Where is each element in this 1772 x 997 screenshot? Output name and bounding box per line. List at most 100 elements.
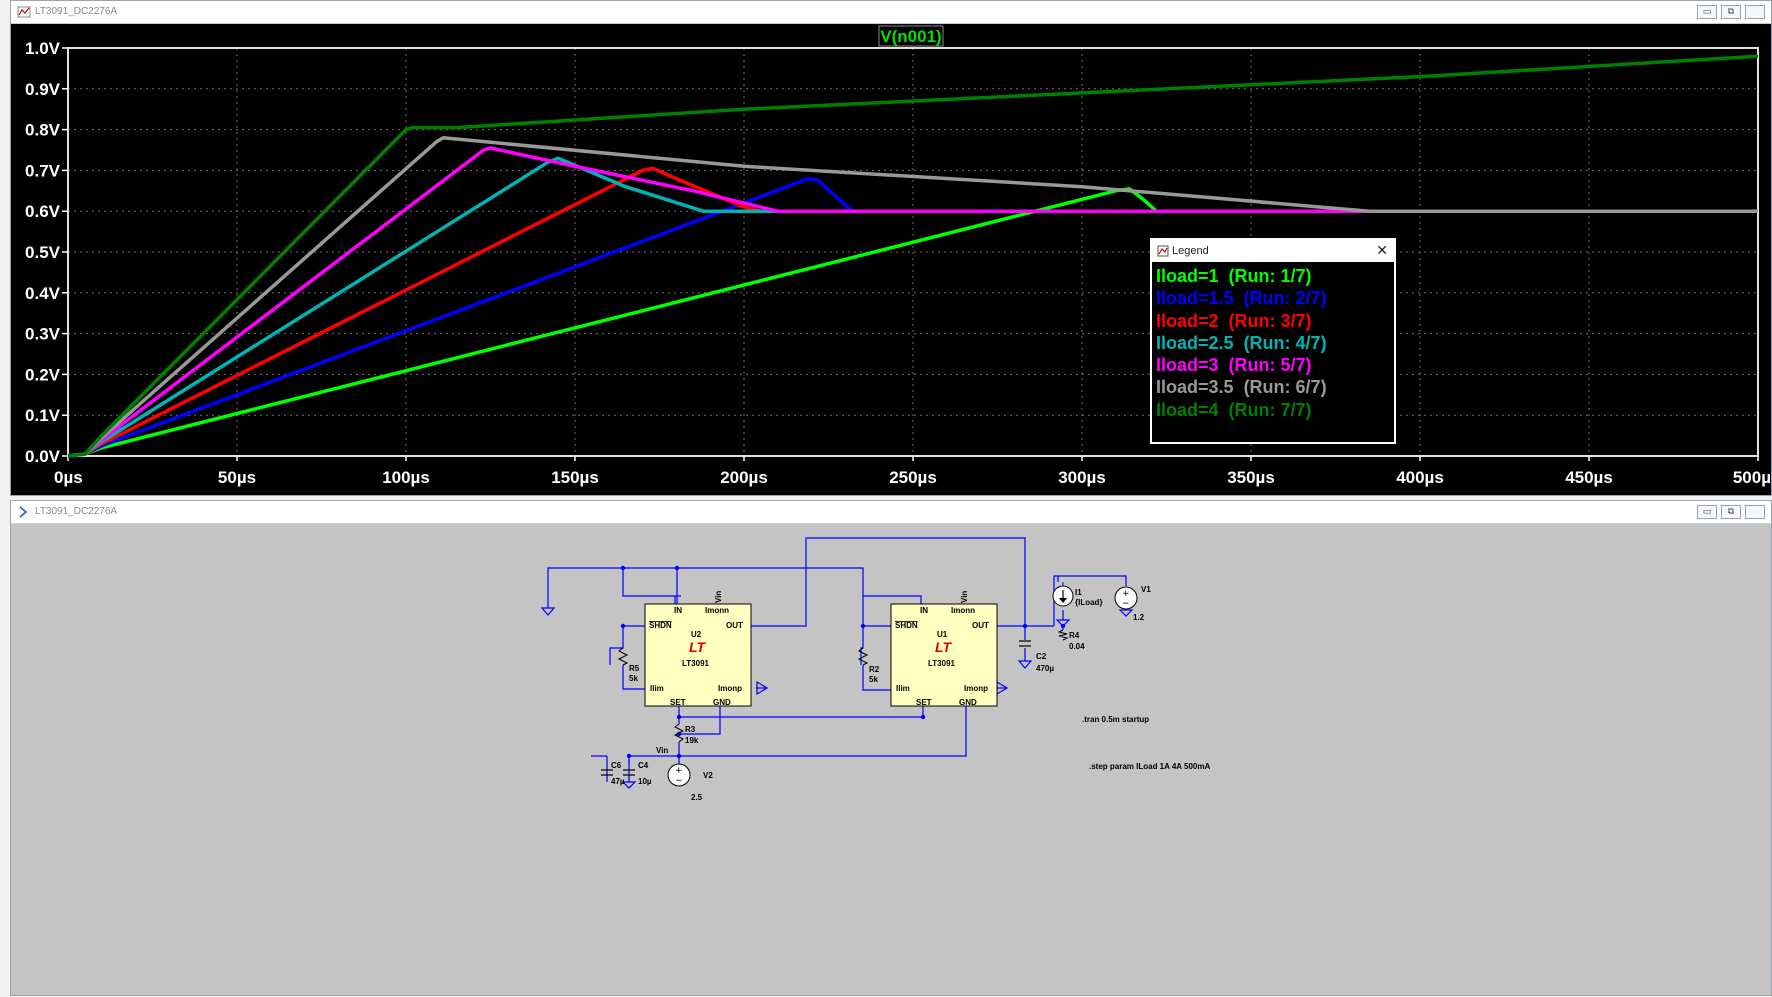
- close-button[interactable]: [1745, 505, 1765, 519]
- x-tick-label: 450µs: [1565, 468, 1613, 487]
- schematic-window-title: LT3091_DC2276A: [35, 501, 117, 523]
- lt-logo: LT: [689, 639, 707, 655]
- legend-entries: Iload=1 (Run: 1/7) Iload=1.5 (Run: 2/7) Il…: [1156, 265, 1327, 421]
- c2-value[interactable]: 470µ: [1036, 664, 1054, 673]
- legend-entry[interactable]: Iload=3.5 (Run: 6/7): [1156, 376, 1327, 398]
- legend-entry-run: (Run: 7/7): [1229, 400, 1312, 420]
- i1-ref[interactable]: I1: [1075, 588, 1082, 597]
- legend-entry[interactable]: Iload=1.5 (Run: 2/7): [1156, 287, 1327, 309]
- schematic-icon: [17, 505, 31, 519]
- legend-entry-run: (Run: 4/7): [1244, 333, 1327, 353]
- axis-ticks: 0µs 50µs 100µs 150µs 200µs 250µs 300µs 350µs 400…: [25, 39, 1771, 487]
- u1-part: LT3091: [928, 659, 956, 668]
- legend-entry[interactable]: Iload=2 (Run: 3/7): [1156, 310, 1327, 332]
- legend-entry[interactable]: Iload=2.5 (Run: 4/7): [1156, 332, 1327, 354]
- v1-ref[interactable]: V1: [1141, 585, 1151, 594]
- y-tick-label: 0.6V: [25, 202, 61, 221]
- r5-value[interactable]: 5k: [629, 674, 638, 683]
- legend-entry[interactable]: Iload=3 (Run: 5/7): [1156, 354, 1327, 376]
- x-tick-label: 500µ: [1733, 468, 1771, 487]
- x-tick-label: 200µs: [720, 468, 768, 487]
- r4-ref[interactable]: R4: [1069, 631, 1080, 640]
- r4-value[interactable]: 0.04: [1069, 642, 1085, 651]
- v2-ref[interactable]: V2: [703, 771, 713, 780]
- maximize-button[interactable]: ⧉: [1721, 5, 1741, 19]
- u2-pin-vin: Vin: [714, 591, 723, 603]
- y-tick-label: 0.4V: [25, 284, 61, 303]
- c6-value[interactable]: 47µ: [611, 777, 625, 786]
- y-tick-label: 0.7V: [25, 161, 61, 180]
- u2-part: LT3091: [682, 659, 710, 668]
- u1-pin-gnd: GND: [959, 698, 977, 707]
- minimize-button[interactable]: ▭: [1697, 5, 1717, 19]
- r5-ref[interactable]: R5: [629, 664, 640, 673]
- u2-pin-set: SET: [670, 698, 686, 707]
- legend-entry-run: (Run: 3/7): [1229, 311, 1312, 331]
- u1-regulator[interactable]: IN Imonn Vin SHDN OUT U1 LT LT3091 Ilim …: [891, 591, 997, 707]
- u2-regulator[interactable]: IN Imonn Vin SHDN OUT U2 LT LT3091 Ilim …: [645, 591, 751, 707]
- legend-header[interactable]: Legend ✕: [1152, 240, 1394, 262]
- schematic-drawing[interactable]: IN Imonn Vin SHDN OUT U2 LT LT3091 Ilim …: [11, 524, 1772, 997]
- r2-value[interactable]: 5k: [869, 675, 878, 684]
- u2-ref: U2: [691, 630, 702, 639]
- legend-entry[interactable]: Iload=4 (Run: 7/7): [1156, 399, 1327, 421]
- plot-area[interactable]: 0µs 50µs 100µs 150µs 200µs 250µs 300µs 350µs 400…: [11, 24, 1771, 495]
- u2-pin-imonp: Imonp: [718, 684, 742, 693]
- trace-label[interactable]: V(n001): [880, 27, 941, 46]
- legend-panel[interactable]: Legend ✕ Iload=1 (Run: 1/7) Iload=1.5 (Ru…: [1150, 238, 1396, 444]
- legend-entry[interactable]: Iload=1 (Run: 1/7): [1156, 265, 1327, 287]
- grid: [68, 48, 1758, 456]
- legend-close-icon[interactable]: ✕: [1376, 240, 1388, 262]
- legend-entry-name: Iload=3: [1156, 355, 1219, 375]
- lt-logo: LT: [935, 639, 953, 655]
- y-tick-label: 0.9V: [25, 80, 61, 99]
- i1-value[interactable]: {ILoad}: [1075, 598, 1103, 607]
- spice-directive-tran[interactable]: .tran 0.5m startup: [1082, 715, 1149, 724]
- legend-entry-name: Iload=3.5: [1156, 377, 1234, 397]
- waveform-chart[interactable]: 0µs 50µs 100µs 150µs 200µs 250µs 300µs 350µs 400…: [11, 24, 1772, 497]
- legend-entry-name: Iload=2.5: [1156, 333, 1234, 353]
- y-tick-label: 1.0V: [25, 39, 61, 58]
- waveform-window-title: LT3091_DC2276A: [35, 1, 117, 23]
- c2-ref[interactable]: C2: [1036, 652, 1047, 661]
- u1-pin-vin: Vin: [960, 591, 969, 603]
- waveform-titlebar[interactable]: LT3091_DC2276A ▭ ⧉: [11, 1, 1771, 24]
- schematic-canvas[interactable]: IN Imonn Vin SHDN OUT U2 LT LT3091 Ilim …: [11, 524, 1771, 995]
- schematic-window[interactable]: LT3091_DC2276A ▭ ⧉: [10, 500, 1772, 996]
- x-tick-label: 150µs: [551, 468, 599, 487]
- r3-value[interactable]: 19k: [685, 736, 699, 745]
- net-label-vin[interactable]: Vin: [656, 746, 668, 755]
- legend-entry-name: Iload=2: [1156, 311, 1219, 331]
- minimize-button[interactable]: ▭: [1697, 505, 1717, 519]
- x-tick-label: 50µs: [218, 468, 256, 487]
- u2-pin-ilim: Ilim: [650, 684, 664, 693]
- legend-entry-run: (Run: 6/7): [1244, 377, 1327, 397]
- c4-ref[interactable]: C4: [638, 761, 649, 770]
- spice-directive-step[interactable]: .step param ILoad 1A 4A 500mA: [1089, 762, 1210, 771]
- close-button[interactable]: [1745, 5, 1765, 19]
- svg-text:+: +: [1122, 589, 1130, 599]
- u2-pin-shdn: SHDN: [649, 621, 672, 630]
- maximize-button[interactable]: ⧉: [1721, 505, 1741, 519]
- r3-ref[interactable]: R3: [685, 725, 696, 734]
- voltage-source-v1[interactable]: + −: [1115, 587, 1137, 609]
- c6-ref[interactable]: C6: [611, 761, 622, 770]
- current-source-i1[interactable]: [1053, 582, 1073, 606]
- x-tick-label: 250µs: [889, 468, 937, 487]
- v1-value[interactable]: 1.2: [1133, 613, 1145, 622]
- x-tick-label: 100µs: [382, 468, 430, 487]
- legend-entry-name: Iload=4: [1156, 400, 1219, 420]
- c4-value[interactable]: 10µ: [638, 777, 652, 786]
- u2-pin-out: OUT: [726, 621, 743, 630]
- schematic-titlebar[interactable]: LT3091_DC2276A ▭ ⧉: [11, 501, 1771, 524]
- r2-ref[interactable]: R2: [869, 665, 880, 674]
- legend-title: Legend: [1172, 240, 1209, 262]
- voltage-source-v2[interactable]: + −: [668, 764, 690, 786]
- waveform-window[interactable]: LT3091_DC2276A ▭ ⧉ 0µs 50µs 100µs 150µs 200µ…: [10, 0, 1772, 496]
- y-tick-label: 0.1V: [25, 406, 61, 425]
- legend-entry-run: (Run: 5/7): [1229, 355, 1312, 375]
- u1-pin-imonp: Imonp: [964, 684, 988, 693]
- legend-entry-name: Iload=1.5: [1156, 288, 1234, 308]
- x-tick-label: 350µs: [1227, 468, 1275, 487]
- v2-value[interactable]: 2.5: [691, 793, 703, 802]
